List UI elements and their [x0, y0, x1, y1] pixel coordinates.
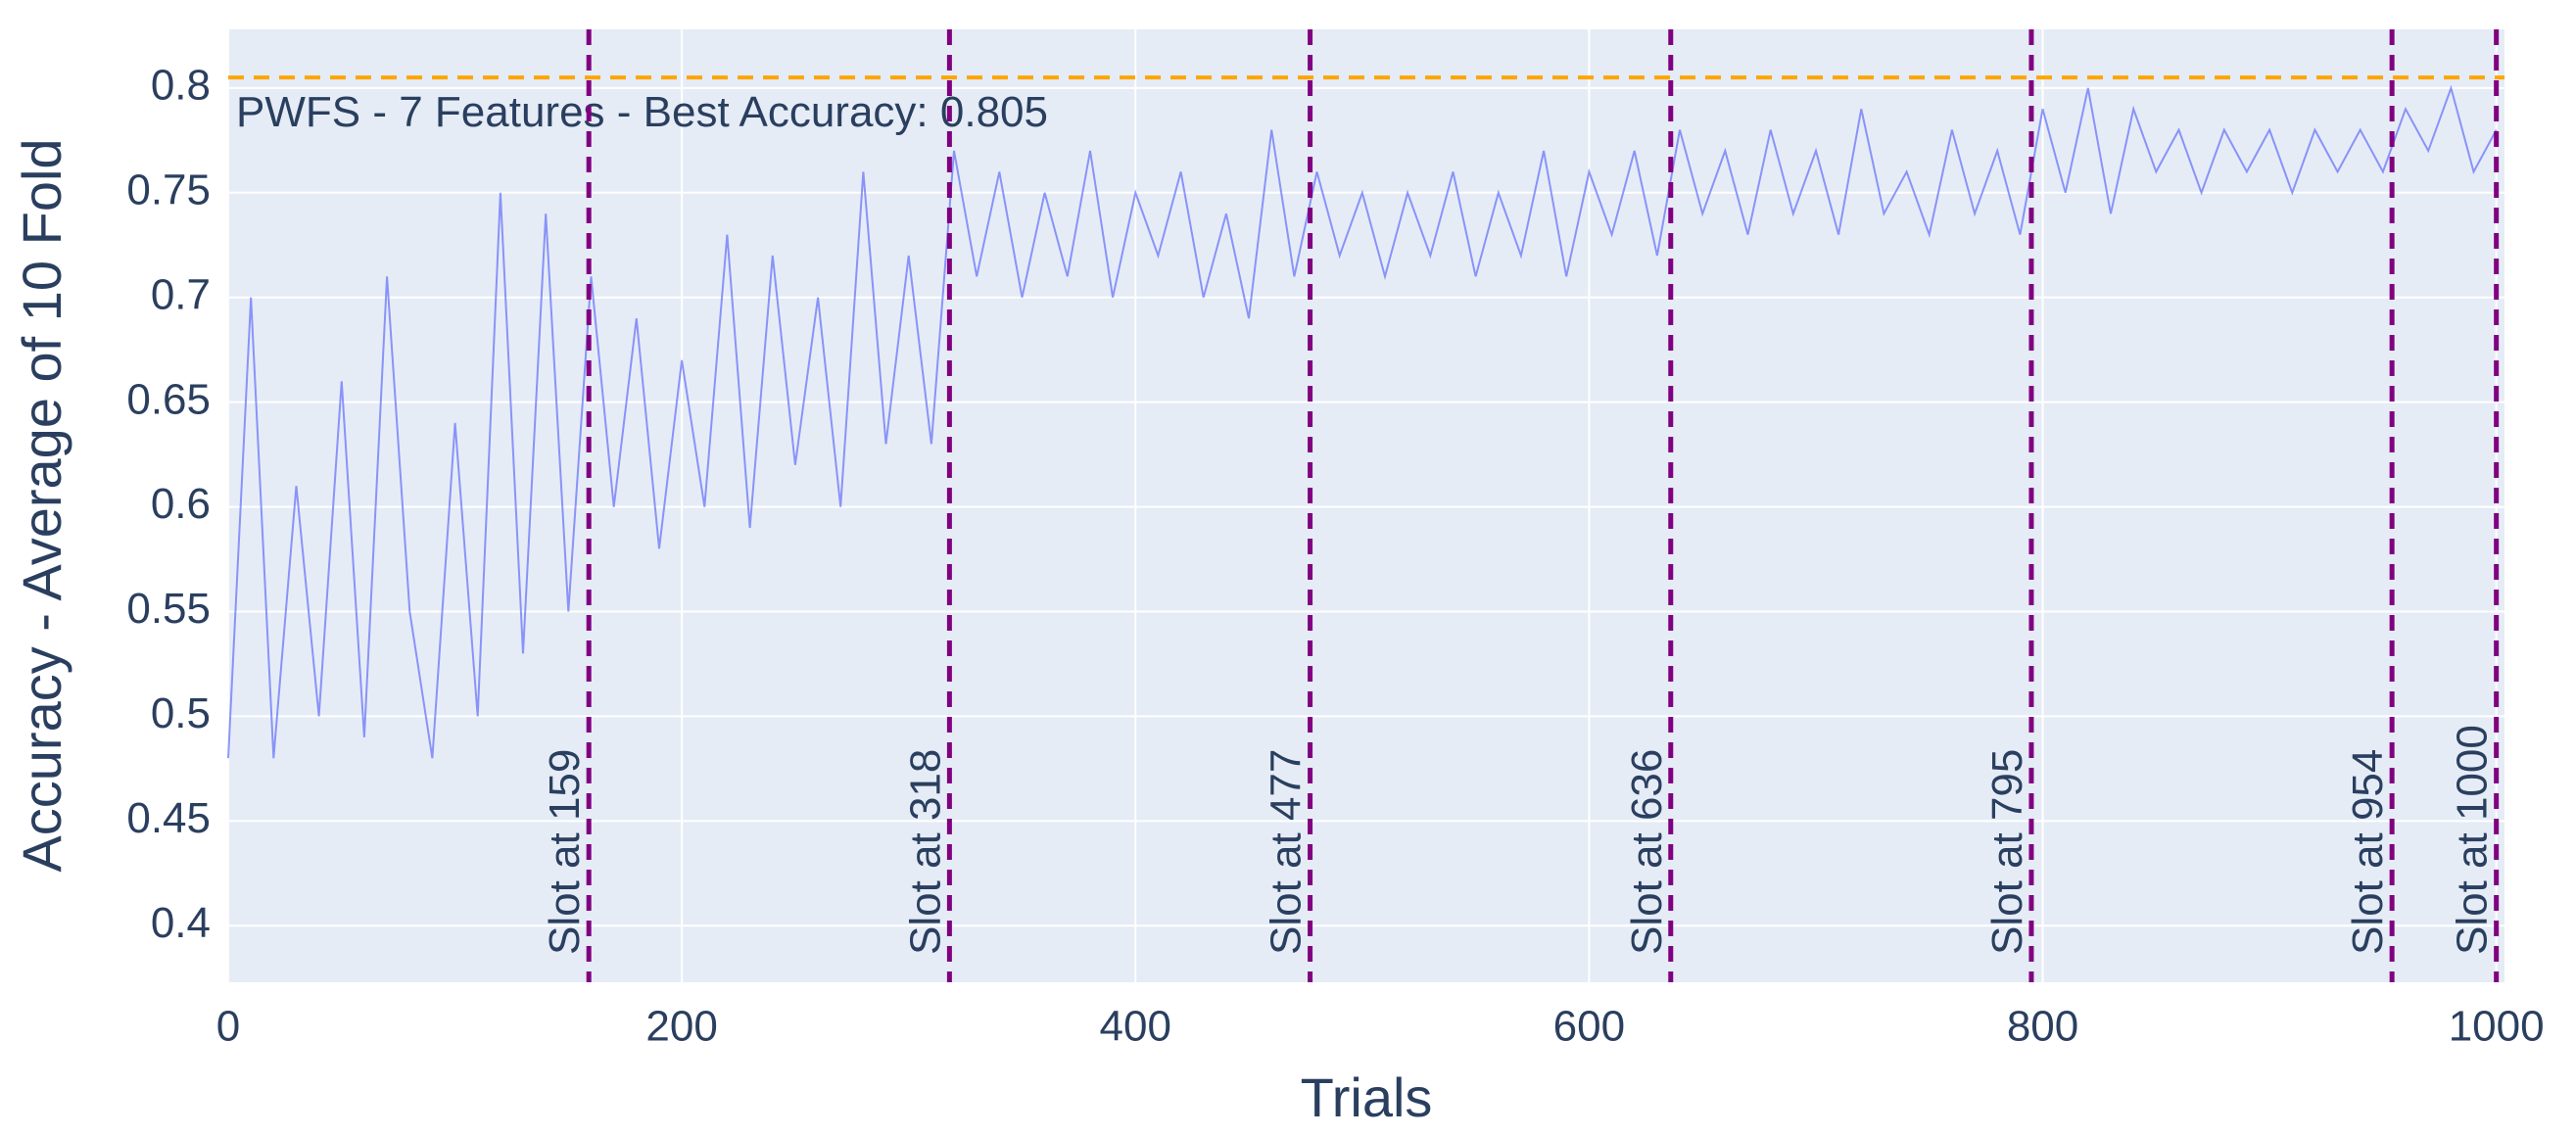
y-tick-label: 0.8 [151, 62, 211, 110]
y-tick-label: 0.75 [126, 166, 211, 213]
slot-label: Slot at 159 [541, 749, 589, 955]
x-tick-label: 600 [1553, 1003, 1625, 1051]
slot-label: Slot at 954 [2344, 749, 2392, 955]
slot-label: Slot at 636 [1623, 749, 1671, 955]
x-tick-label: 400 [1100, 1003, 1171, 1051]
y-tick-label: 0.55 [126, 585, 211, 633]
x-axis-title: Trials [1301, 1066, 1433, 1128]
slot-label: Slot at 795 [1983, 749, 2031, 955]
slot-label: Slot at 1000 [2449, 725, 2497, 955]
y-tick-label: 0.45 [126, 794, 211, 842]
data-line [227, 84, 2498, 759]
annotation: PWFS - 7 Features - Best Accuracy: 0.805 [236, 88, 1048, 136]
slot-label: Slot at 318 [901, 749, 949, 955]
y-tick-label: 0.5 [151, 689, 211, 737]
x-tick-label: 1000 [2449, 1003, 2545, 1051]
y-tick-label: 0.7 [151, 270, 211, 318]
x-tick-label: 0 [216, 1003, 240, 1051]
x-tick-label: 200 [645, 1003, 717, 1051]
y-tick-label: 0.65 [126, 375, 211, 423]
plot-background [228, 29, 2504, 982]
x-tick-label: 800 [2007, 1003, 2078, 1051]
y-tick-label: 0.4 [151, 899, 211, 947]
y-tick-label: 0.6 [151, 480, 211, 528]
slot-label: Slot at 477 [1263, 749, 1311, 955]
y-axis-title: Accuracy - Average of 10 Fold [11, 138, 72, 872]
